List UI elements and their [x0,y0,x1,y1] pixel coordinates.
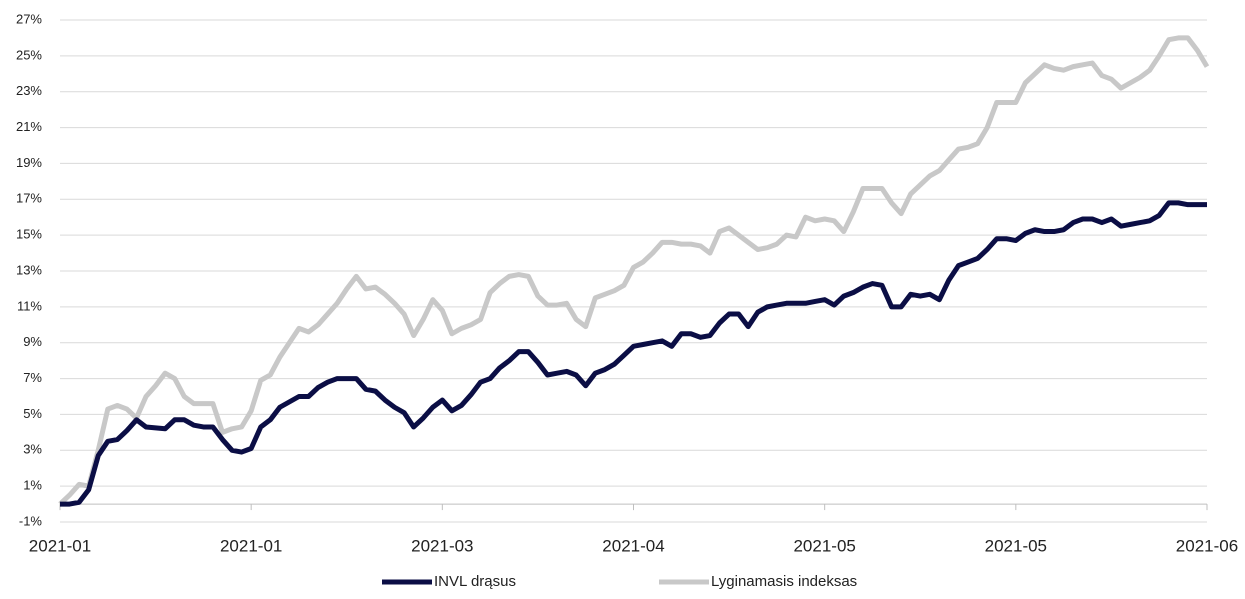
x-tick-label: 2021-05 [985,536,1047,555]
x-tick-label: 2021-01 [29,536,91,555]
y-tick-label: 9% [23,334,42,349]
y-tick-label: 23% [16,83,42,98]
x-tick-label: 2021-06 [1176,536,1238,555]
y-tick-label: 15% [16,227,42,242]
y-tick-label: 11% [17,298,42,313]
y-tick-label: 3% [23,442,42,457]
x-tick-label: 2021-03 [411,536,473,555]
y-tick-label: 5% [23,406,42,421]
series-line [58,35,1210,506]
legend-label: INVL drąsus [434,573,516,590]
y-tick-label: 21% [16,119,42,134]
y-tick-label: 17% [16,191,42,206]
y-tick-label: 25% [16,47,42,62]
x-tick-label: 2021-04 [602,536,664,555]
y-tick-label: 13% [16,262,42,277]
y-tick-label: 27% [16,11,42,26]
x-tick-label: 2021-01 [220,536,282,555]
y-tick-label: 1% [23,478,42,493]
y-tick-label: 7% [23,370,42,385]
y-tick-label: 19% [16,155,42,170]
y-tick-label: -1% [19,513,43,528]
legend-label: Lyginamasis indeksas [711,573,857,590]
x-tick-label: 2021-05 [793,536,855,555]
series-line [60,200,1207,507]
